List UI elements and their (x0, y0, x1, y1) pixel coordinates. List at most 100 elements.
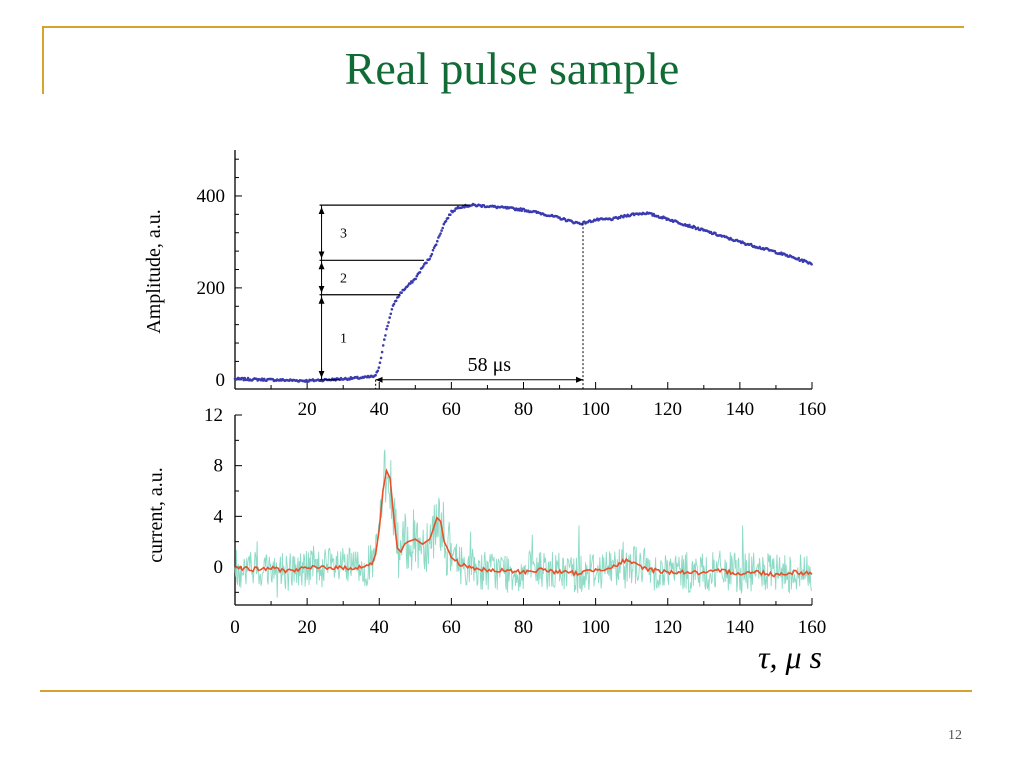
amplitude-point (797, 256, 800, 260)
smoothed-current-line (234, 468, 813, 578)
current-y-axis-label: current, a.u. (145, 467, 167, 563)
amplitude-point (449, 213, 452, 216)
amplitude-point (421, 265, 425, 268)
amplitude-point (242, 378, 245, 382)
amplitude-point (780, 251, 783, 254)
amplitude-point (390, 308, 394, 311)
current-y-tick-label: 8 (214, 456, 224, 477)
amplitude-point (415, 274, 419, 278)
bottom-rule (40, 690, 972, 692)
amplitude-point (387, 321, 390, 324)
amplitude-point (696, 226, 700, 230)
amplitude-point (385, 327, 388, 331)
amplitude-point (379, 356, 383, 360)
current-x-tick-label: 160 (798, 617, 827, 638)
amplitude-point (453, 209, 456, 212)
amplitude-point (414, 277, 418, 281)
current-x-tick-label: 80 (514, 617, 533, 638)
amplitude-x-tick-label: 140 (726, 399, 755, 420)
amplitude-x-tick-label: 120 (654, 399, 683, 420)
amplitude-point (394, 299, 398, 303)
amplitude-x-tick-label: 160 (798, 399, 827, 420)
amplitude-x-tick-label: 100 (581, 399, 610, 420)
amplitude-point (441, 226, 445, 230)
current-x-tick-label: 40 (370, 617, 389, 638)
amplitude-point (518, 209, 521, 212)
amplitude-point (430, 252, 434, 256)
amplitude-y-tick-label: 0 (216, 370, 226, 391)
amplitude-y-tick-label: 200 (197, 278, 226, 299)
current-x-tick-label: 20 (298, 617, 317, 638)
current-y-tick-label: 4 (214, 506, 224, 527)
amplitude-point (522, 207, 526, 211)
amplitude-point (392, 302, 396, 306)
amplitude-point (425, 261, 428, 265)
slide-title: Real pulse sample (344, 43, 680, 94)
amplitude-x-tick-label: 80 (514, 399, 533, 420)
amplitude-x-tick-label: 60 (442, 399, 461, 420)
current-x-tick-label: 60 (442, 617, 461, 638)
amplitude-point (437, 236, 440, 239)
amplitude-point (374, 373, 377, 377)
page-number: 12 (948, 728, 962, 743)
amplitude-point (442, 222, 446, 226)
amplitude-point (428, 257, 432, 261)
amplitude-point (386, 324, 389, 328)
amplitude-point (260, 377, 264, 381)
amplitude-point (378, 361, 382, 365)
amplitude-x-tick-label: 40 (370, 399, 389, 420)
amplitude-point (622, 215, 625, 219)
current-y-tick-label: 12 (204, 405, 223, 426)
amplitude-series (233, 202, 813, 383)
amplitude-point (400, 291, 403, 295)
delay-label: 58 μs (468, 354, 512, 376)
amplitude-point (650, 212, 653, 215)
amplitude-point (418, 271, 422, 274)
amplitude-point (429, 254, 433, 258)
amplitude-point (383, 338, 386, 341)
segment-label-2: 2 (340, 272, 347, 287)
current-x-tick-label: 100 (581, 617, 610, 638)
amplitude-point (380, 350, 384, 354)
amplitude-point (431, 248, 435, 252)
amplitude-point (384, 334, 387, 337)
amplitude-point (411, 281, 414, 284)
current-x-tick-label: 0 (230, 617, 240, 638)
amplitude-point (440, 229, 443, 232)
amplitude-point (810, 263, 813, 266)
current-x-tick-label: 140 (726, 617, 755, 638)
current-y-tick-label: 0 (214, 557, 224, 578)
amplitude-point (693, 225, 697, 229)
amplitude-point (444, 219, 448, 223)
amplitude-point (463, 206, 466, 209)
amplitude-point (618, 216, 622, 220)
amplitude-point (800, 258, 804, 262)
slide-frame-top (42, 26, 964, 28)
amplitude-point (389, 312, 393, 316)
segment-label-1: 1 (340, 331, 347, 346)
amplitude-point (246, 376, 250, 380)
slide-frame-left (42, 26, 44, 94)
amplitude-point (446, 216, 450, 220)
amplitude-point (438, 234, 441, 237)
amplitude-point (436, 239, 439, 243)
amplitude-point (348, 378, 352, 381)
current-x-tick-label: 120 (654, 617, 683, 638)
amplitude-point (376, 369, 380, 373)
amplitude-x-tick-label: 20 (298, 399, 317, 420)
current-x-axis-label: τ, μ s (758, 639, 822, 675)
amplitude-point (688, 223, 691, 227)
amplitude-point (652, 212, 655, 216)
amplitude-point (388, 316, 392, 319)
segment-label-3: 3 (340, 227, 347, 242)
amplitude-point (439, 232, 442, 235)
amplitude-y-axis-label: Amplitude, a.u. (143, 209, 165, 333)
amplitude-point (519, 207, 522, 210)
amplitude-point (381, 344, 385, 347)
amplitude-point (409, 282, 412, 285)
amplitude-y-tick-label: 400 (197, 186, 226, 207)
amplitude-point (241, 376, 244, 380)
raw-current-trace (234, 449, 812, 598)
amplitude-point (377, 366, 381, 369)
